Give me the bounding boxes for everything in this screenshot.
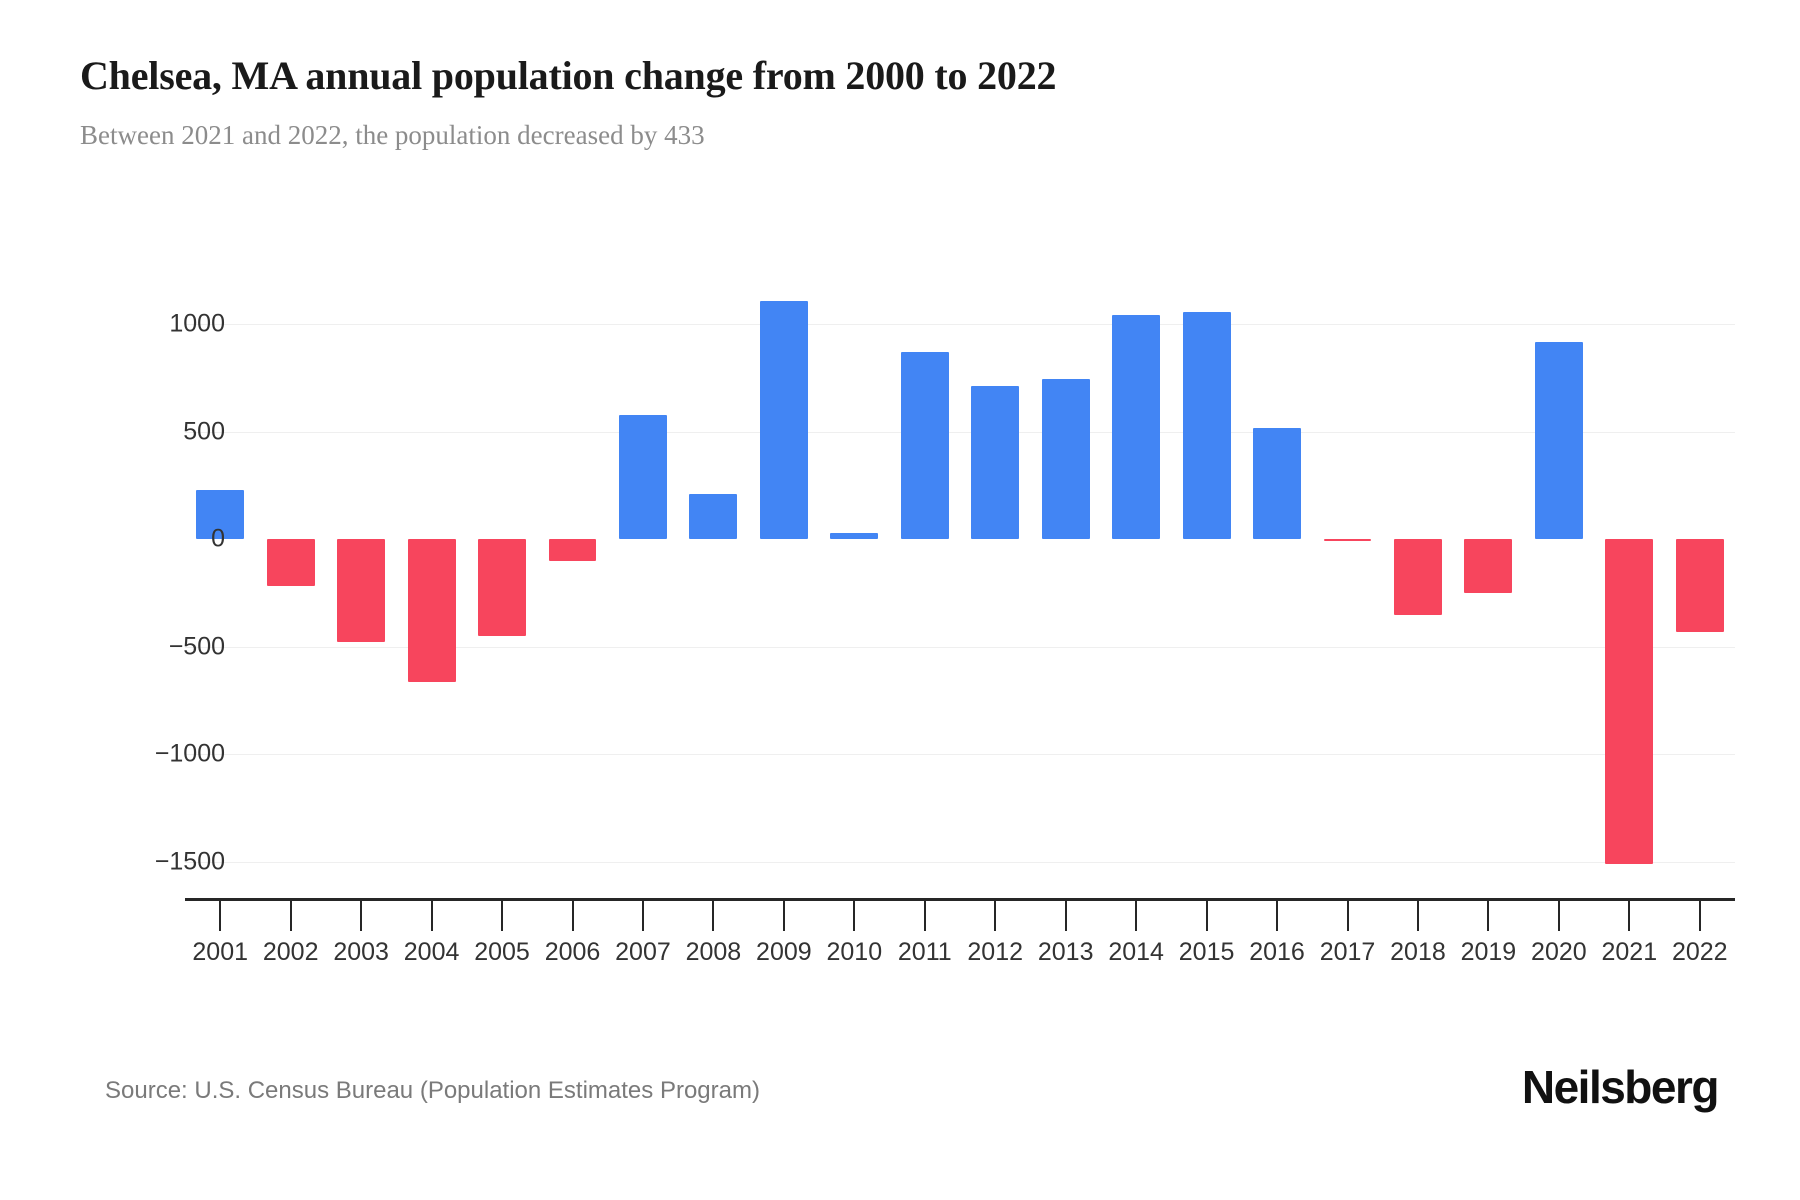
x-tick-2014 bbox=[1135, 900, 1138, 931]
x-tick-label-2008: 2008 bbox=[685, 938, 742, 966]
x-tick-label-2022: 2022 bbox=[1671, 938, 1728, 966]
x-tick-2002 bbox=[289, 900, 292, 931]
x-tick-2009 bbox=[782, 900, 785, 931]
bar-2004[interactable] bbox=[407, 539, 456, 682]
bar-2002[interactable] bbox=[266, 539, 315, 587]
x-tick-2019 bbox=[1487, 900, 1490, 931]
bar-2003[interactable] bbox=[337, 539, 386, 642]
x-tick-2021 bbox=[1628, 900, 1631, 931]
y-tick-label: 0 bbox=[211, 524, 225, 553]
x-tick-label-2014: 2014 bbox=[1108, 938, 1164, 966]
x-tick-2001 bbox=[219, 900, 222, 931]
x-tick-2022 bbox=[1698, 900, 1701, 931]
gridline--1000 bbox=[185, 754, 1735, 755]
y-tick-label: −1500 bbox=[154, 847, 225, 875]
bar-2019[interactable] bbox=[1464, 539, 1513, 594]
x-tick-label-2017: 2017 bbox=[1319, 938, 1376, 966]
bar-2021[interactable] bbox=[1605, 539, 1654, 865]
x-tick-label-2021: 2021 bbox=[1601, 938, 1658, 966]
bar-2016[interactable] bbox=[1253, 428, 1301, 539]
x-tick-2017 bbox=[1346, 900, 1349, 931]
x-tick-label-2005: 2005 bbox=[474, 938, 530, 966]
page-subtitle: Between 2021 and 2022, the population de… bbox=[80, 120, 705, 150]
x-tick-label-2011: 2011 bbox=[897, 938, 952, 966]
x-axis-line bbox=[185, 898, 1735, 901]
x-tick-label-2015: 2015 bbox=[1178, 938, 1235, 966]
gridline-1000 bbox=[185, 324, 1735, 325]
x-tick-2011 bbox=[923, 900, 926, 931]
x-tick-label-2009: 2009 bbox=[756, 938, 812, 966]
x-tick-2005 bbox=[501, 900, 504, 931]
x-tick-label-2012: 2012 bbox=[967, 938, 1024, 966]
bar-2014[interactable] bbox=[1112, 314, 1161, 539]
x-tick-label-2004: 2004 bbox=[403, 938, 460, 966]
x-tick-2012 bbox=[994, 900, 997, 931]
bar-2011[interactable] bbox=[900, 352, 949, 539]
page-title: Chelsea, MA annual population change fro… bbox=[80, 53, 1057, 98]
x-tick-label-2019: 2019 bbox=[1460, 938, 1517, 966]
x-tick-2020 bbox=[1557, 900, 1560, 931]
x-tick-2007 bbox=[641, 900, 644, 931]
bar-2013[interactable] bbox=[1041, 379, 1090, 539]
bar-2001[interactable] bbox=[196, 489, 245, 539]
source-note: Source: U.S. Census Bureau (Population E… bbox=[105, 1077, 760, 1104]
x-tick-2003 bbox=[360, 900, 363, 931]
x-tick-2016 bbox=[1276, 900, 1279, 931]
x-tick-2004 bbox=[430, 900, 433, 931]
bar-2005[interactable] bbox=[478, 539, 526, 636]
bar-2009[interactable] bbox=[759, 301, 808, 539]
x-tick-label-2002: 2002 bbox=[262, 938, 319, 966]
bar-2010[interactable] bbox=[830, 532, 879, 539]
y-tick-label: −1000 bbox=[154, 739, 225, 768]
x-tick-label-2013: 2013 bbox=[1037, 938, 1094, 966]
bar-2006[interactable] bbox=[548, 539, 597, 561]
x-tick-label-2003: 2003 bbox=[333, 938, 389, 966]
x-tick-label-2018: 2018 bbox=[1390, 938, 1446, 966]
gridline-0 bbox=[185, 539, 1735, 540]
gridline--1500 bbox=[185, 861, 1735, 863]
neilsberg-logo: Neilsberg bbox=[1521, 1061, 1720, 1113]
bar-2007[interactable] bbox=[619, 414, 667, 539]
x-tick-label-2001: 2001 bbox=[192, 938, 249, 966]
x-tick-label-2006: 2006 bbox=[544, 938, 601, 966]
y-tick-label: 500 bbox=[183, 417, 225, 445]
x-tick-label-2016: 2016 bbox=[1249, 938, 1305, 966]
x-tick-2010 bbox=[853, 900, 856, 931]
x-tick-2013 bbox=[1064, 900, 1067, 931]
x-tick-2018 bbox=[1416, 900, 1419, 931]
x-tick-2006 bbox=[571, 900, 574, 931]
x-tick-2015 bbox=[1205, 900, 1208, 931]
bar-2017[interactable] bbox=[1323, 539, 1372, 541]
plot-area bbox=[185, 300, 1735, 900]
bar-2008[interactable] bbox=[689, 493, 738, 539]
gridline-500 bbox=[185, 431, 1735, 433]
y-tick-label: −500 bbox=[168, 632, 225, 660]
bar-series bbox=[185, 300, 1735, 900]
x-tick-label-2010: 2010 bbox=[826, 938, 883, 966]
bar-2022[interactable] bbox=[1675, 539, 1724, 633]
bar-2018[interactable] bbox=[1394, 539, 1442, 616]
bar-2015[interactable] bbox=[1182, 311, 1231, 539]
bar-2012[interactable] bbox=[971, 385, 1020, 539]
x-tick-2008 bbox=[712, 900, 715, 931]
x-tick-label-2020: 2020 bbox=[1531, 938, 1587, 966]
gridline--500 bbox=[185, 646, 1735, 648]
y-tick-label: 1000 bbox=[169, 309, 225, 338]
bar-2020[interactable] bbox=[1534, 341, 1583, 539]
x-tick-label-2007: 2007 bbox=[615, 938, 671, 966]
